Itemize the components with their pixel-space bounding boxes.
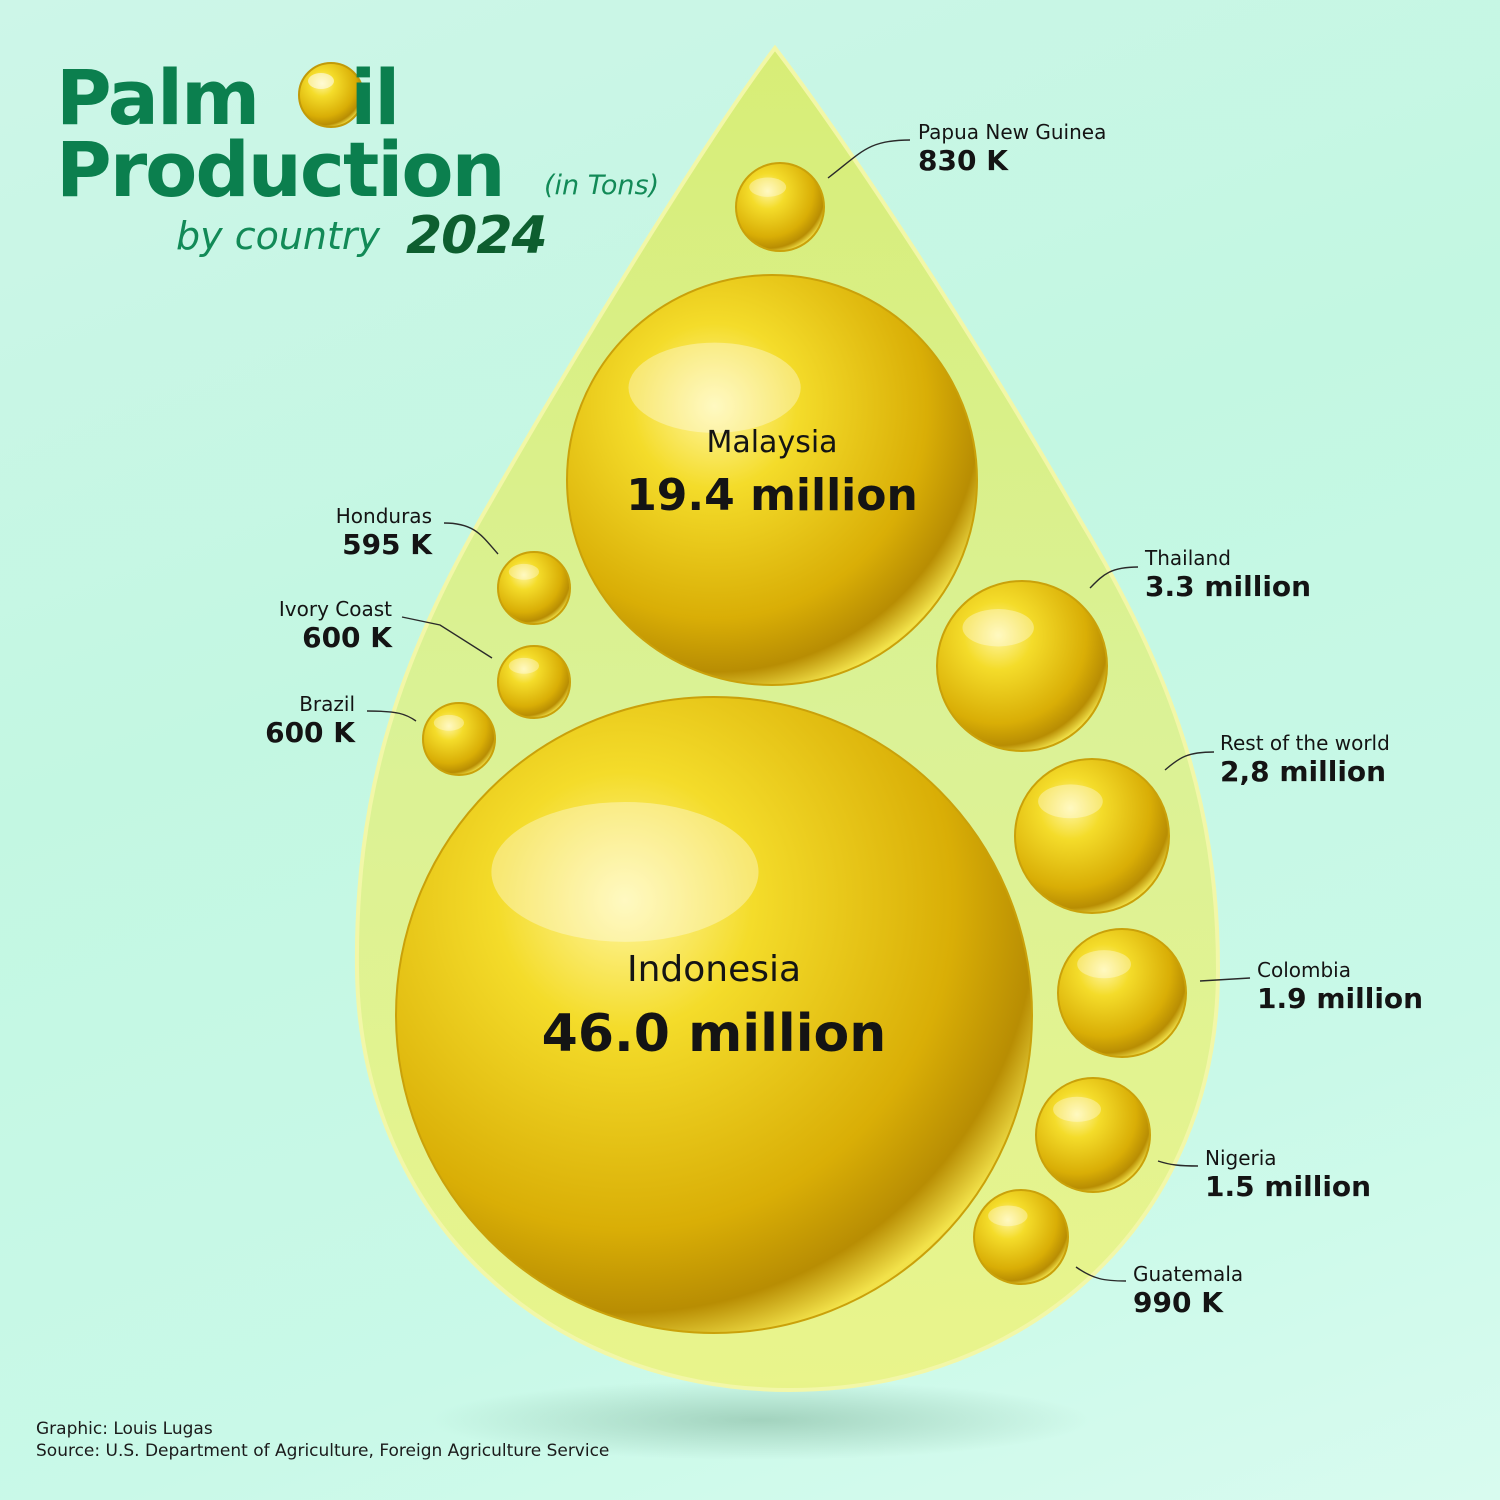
bubble-malaysia [566, 274, 978, 686]
bubble-highlight [508, 563, 540, 580]
bubble-circle-brazil [422, 702, 496, 776]
label-country-rest-of-the-world: Rest of the world [1220, 731, 1390, 755]
label-country-ivory-coast: Ivory Coast [279, 597, 392, 621]
label-value-malaysia: 19.4 million [626, 470, 918, 521]
label-country-thailand: Thailand [1144, 546, 1231, 570]
bubble-circle-thailand [936, 580, 1108, 752]
leader-line-colombia [1199, 977, 1251, 982]
label-country-brazil: Brazil [299, 692, 355, 716]
bubble-circle-indonesia [395, 696, 1033, 1334]
source-text: Source: U.S. Department of Agriculture, … [36, 1441, 610, 1461]
bubble-highlight [433, 714, 465, 731]
bubble-brazil [422, 702, 496, 776]
drop-shadow [430, 1380, 1090, 1460]
leader-line-ivory-coast [401, 616, 493, 659]
bubble-circle-ivory-coast [497, 645, 571, 719]
label-country-guatemala: Guatemala [1133, 1262, 1243, 1286]
bubble-circle-colombia [1057, 928, 1187, 1058]
leader-line-rest-of-the-world [1164, 751, 1215, 771]
label-value-guatemala: 990 K [1133, 1286, 1224, 1319]
label-value-ivory-coast: 600 K [302, 621, 393, 654]
leader-line-guatemala [1075, 1266, 1127, 1282]
label-value-papua-new-guinea: 830 K [918, 144, 1009, 177]
label-value-honduras: 595 K [342, 528, 433, 561]
label-value-thailand: 3.3 million [1145, 570, 1311, 603]
label-country-honduras: Honduras [336, 504, 432, 528]
bubble-nigeria [1035, 1077, 1151, 1193]
label-country-nigeria: Nigeria [1205, 1146, 1277, 1170]
credit-text: Graphic: Louis Lugas [36, 1419, 213, 1439]
title-line-1: Palm il [56, 60, 400, 136]
label-country-colombia: Colombia [1257, 958, 1351, 982]
bubble-colombia [1057, 928, 1187, 1058]
bubble-highlight [628, 342, 801, 433]
leader-line-thailand [1089, 566, 1139, 589]
title-oil: il [350, 53, 400, 142]
bubble-highlight [491, 801, 759, 942]
title-line-2: Production [56, 125, 506, 214]
bubble-highlight [988, 1205, 1028, 1227]
bubble-circle-papua-new-guinea [735, 162, 825, 252]
bubble-circle-malaysia [566, 274, 978, 686]
bubble-rest-of-the-world [1014, 758, 1170, 914]
title-subtitle: by country [176, 214, 381, 258]
label-country-papua-new-guinea: Papua New Guinea [918, 120, 1106, 144]
label-value-brazil: 600 K [265, 716, 356, 749]
bubble-circle-guatemala [973, 1189, 1069, 1285]
bubble-highlight [508, 657, 540, 674]
bubble-indonesia [395, 696, 1033, 1334]
bubble-highlight [1038, 784, 1103, 819]
bubble-papua-new-guinea [735, 162, 825, 252]
leader-line-honduras [443, 522, 499, 555]
label-country-malaysia: Malaysia [706, 425, 837, 460]
bubble-highlight [962, 609, 1034, 647]
bubble-honduras [497, 551, 571, 625]
bubble-circle-rest-of-the-world [1014, 758, 1170, 914]
bubble-guatemala [973, 1189, 1069, 1285]
bubble-highlight [749, 177, 787, 197]
label-value-colombia: 1.9 million [1257, 982, 1423, 1015]
label-value-nigeria: 1.5 million [1205, 1170, 1371, 1203]
label-value-rest-of-the-world: 2,8 million [1220, 755, 1386, 788]
oil-bubble-icon [298, 62, 364, 128]
bubble-highlight [1053, 1096, 1101, 1122]
bubble-ivory-coast [497, 645, 571, 719]
bubble-thailand [936, 580, 1108, 752]
bubble-highlight [1077, 950, 1131, 979]
leader-line-brazil [366, 710, 417, 722]
title-unit: (in Tons) [544, 170, 660, 201]
title-year: 2024 [406, 206, 548, 266]
leader-line-nigeria [1157, 1160, 1199, 1167]
title-palm: Palm [56, 53, 260, 142]
bubble-circle-nigeria [1035, 1077, 1151, 1193]
label-country-indonesia: Indonesia [627, 949, 801, 990]
leader-line-papua-new-guinea [827, 139, 911, 179]
label-value-indonesia: 46.0 million [542, 1004, 887, 1064]
bubble-circle-honduras [497, 551, 571, 625]
